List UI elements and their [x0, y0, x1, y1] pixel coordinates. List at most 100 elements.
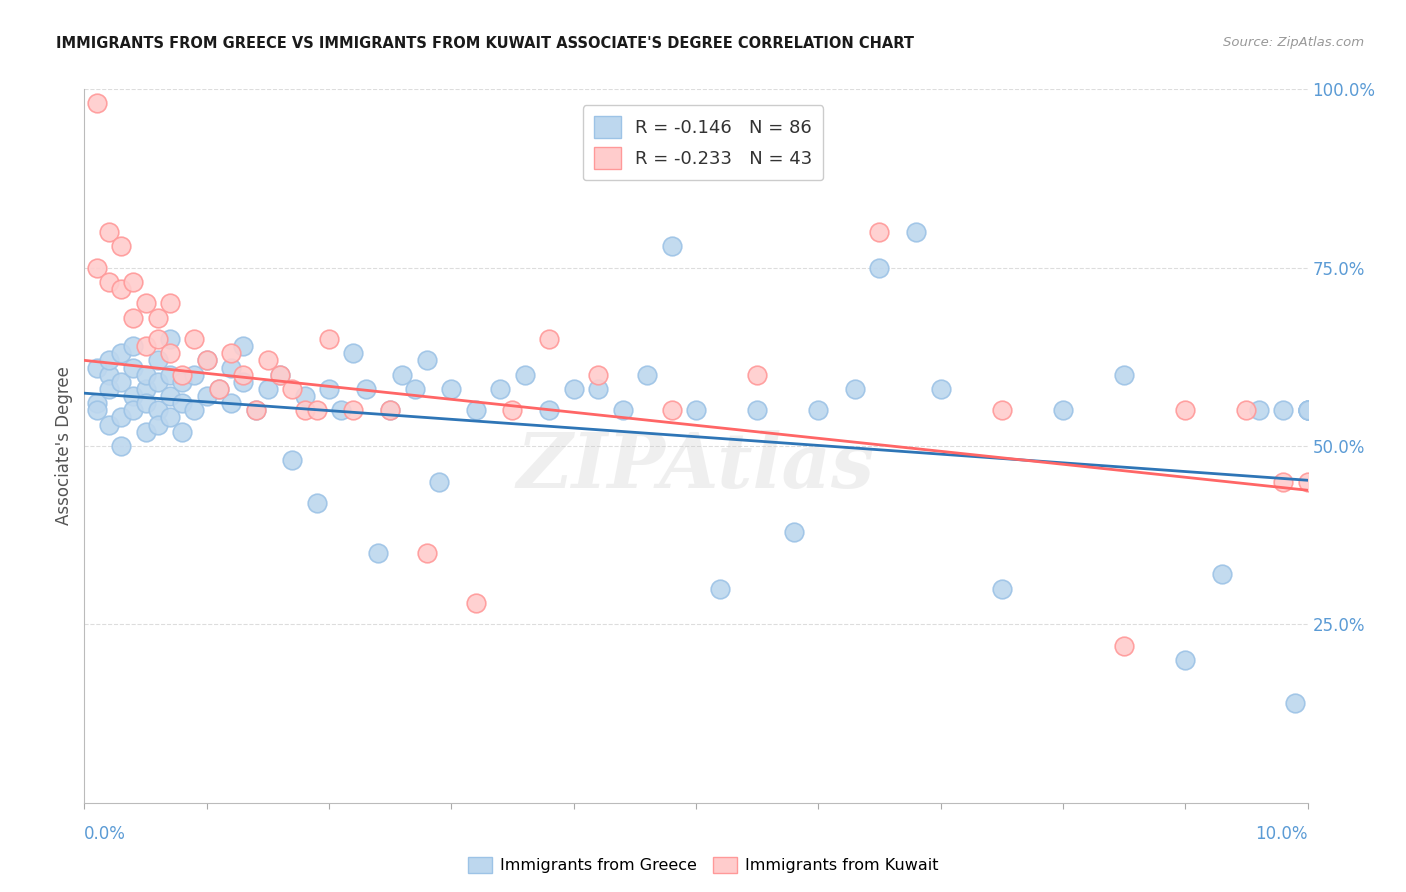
Point: [110, 439, 132, 453]
Point: [183, 332, 205, 346]
Point: [257, 382, 280, 396]
Point: [135, 382, 157, 396]
Legend: R = -0.146   N = 86, R = -0.233   N = 43: R = -0.146 N = 86, R = -0.233 N = 43: [582, 105, 823, 180]
Point: [305, 403, 328, 417]
Point: [122, 389, 145, 403]
Point: [97, 353, 120, 368]
Text: Source: ZipAtlas.com: Source: ZipAtlas.com: [1223, 36, 1364, 49]
Point: [219, 346, 242, 360]
Point: [219, 396, 242, 410]
Point: [404, 382, 426, 396]
Point: [232, 368, 254, 382]
Point: [122, 339, 145, 353]
Text: IMMIGRANTS FROM GREECE VS IMMIGRANTS FROM KUWAIT ASSOCIATE'S DEGREE CORRELATION : IMMIGRANTS FROM GREECE VS IMMIGRANTS FRO…: [56, 36, 914, 51]
Point: [159, 389, 181, 403]
Point: [146, 375, 169, 389]
Point: [1247, 403, 1270, 417]
Point: [257, 353, 280, 368]
Point: [869, 225, 891, 239]
Point: [195, 353, 218, 368]
Point: [380, 403, 402, 417]
Text: 10.0%: 10.0%: [1256, 825, 1308, 843]
Point: [86, 260, 108, 275]
Point: [86, 396, 108, 410]
Point: [318, 332, 340, 346]
Point: [747, 368, 769, 382]
Point: [159, 332, 181, 346]
Point: [1296, 403, 1319, 417]
Point: [342, 403, 364, 417]
Point: [97, 225, 120, 239]
Point: [330, 403, 353, 417]
Point: [1211, 567, 1233, 582]
Point: [991, 582, 1014, 596]
Point: [380, 403, 402, 417]
Point: [612, 403, 634, 417]
Point: [1272, 403, 1295, 417]
Point: [709, 582, 731, 596]
Point: [269, 368, 291, 382]
Point: [146, 353, 169, 368]
Point: [195, 389, 218, 403]
Point: [86, 403, 108, 417]
Point: [97, 382, 120, 396]
Point: [685, 403, 707, 417]
Point: [245, 403, 267, 417]
Point: [110, 282, 132, 296]
Point: [1296, 403, 1319, 417]
Point: [195, 353, 218, 368]
Point: [208, 382, 231, 396]
Point: [135, 368, 157, 382]
Point: [305, 496, 328, 510]
Point: [281, 453, 304, 467]
Point: [464, 403, 486, 417]
Point: [122, 310, 145, 325]
Point: [502, 403, 524, 417]
Point: [208, 382, 231, 396]
Point: [1114, 368, 1136, 382]
Point: [146, 332, 169, 346]
Point: [269, 368, 291, 382]
Point: [183, 403, 205, 417]
Point: [844, 382, 866, 396]
Point: [97, 275, 120, 289]
Point: [97, 417, 120, 432]
Point: [513, 368, 536, 382]
Point: [122, 360, 145, 375]
Point: [586, 382, 609, 396]
Point: [122, 403, 145, 417]
Point: [427, 475, 450, 489]
Point: [110, 239, 132, 253]
Point: [661, 403, 683, 417]
Point: [294, 403, 316, 417]
Point: [97, 368, 120, 382]
Point: [122, 275, 145, 289]
Point: [86, 96, 108, 111]
Point: [172, 396, 194, 410]
Point: [159, 410, 181, 425]
Point: [440, 382, 463, 396]
Point: [367, 546, 389, 560]
Point: [905, 225, 928, 239]
Point: [991, 403, 1014, 417]
Point: [1296, 403, 1319, 417]
Point: [807, 403, 830, 417]
Point: [172, 368, 194, 382]
Point: [135, 339, 157, 353]
Point: [245, 403, 267, 417]
Point: [747, 403, 769, 417]
Point: [159, 296, 181, 310]
Point: [232, 375, 254, 389]
Point: [869, 260, 891, 275]
Point: [538, 332, 561, 346]
Point: [294, 389, 316, 403]
Point: [146, 310, 169, 325]
Point: [1234, 403, 1257, 417]
Point: [1174, 653, 1197, 667]
Point: [281, 382, 304, 396]
Point: [391, 368, 413, 382]
Point: [159, 346, 181, 360]
Point: [1114, 639, 1136, 653]
Legend: Immigrants from Greece, Immigrants from Kuwait: Immigrants from Greece, Immigrants from …: [461, 850, 945, 880]
Point: [318, 382, 340, 396]
